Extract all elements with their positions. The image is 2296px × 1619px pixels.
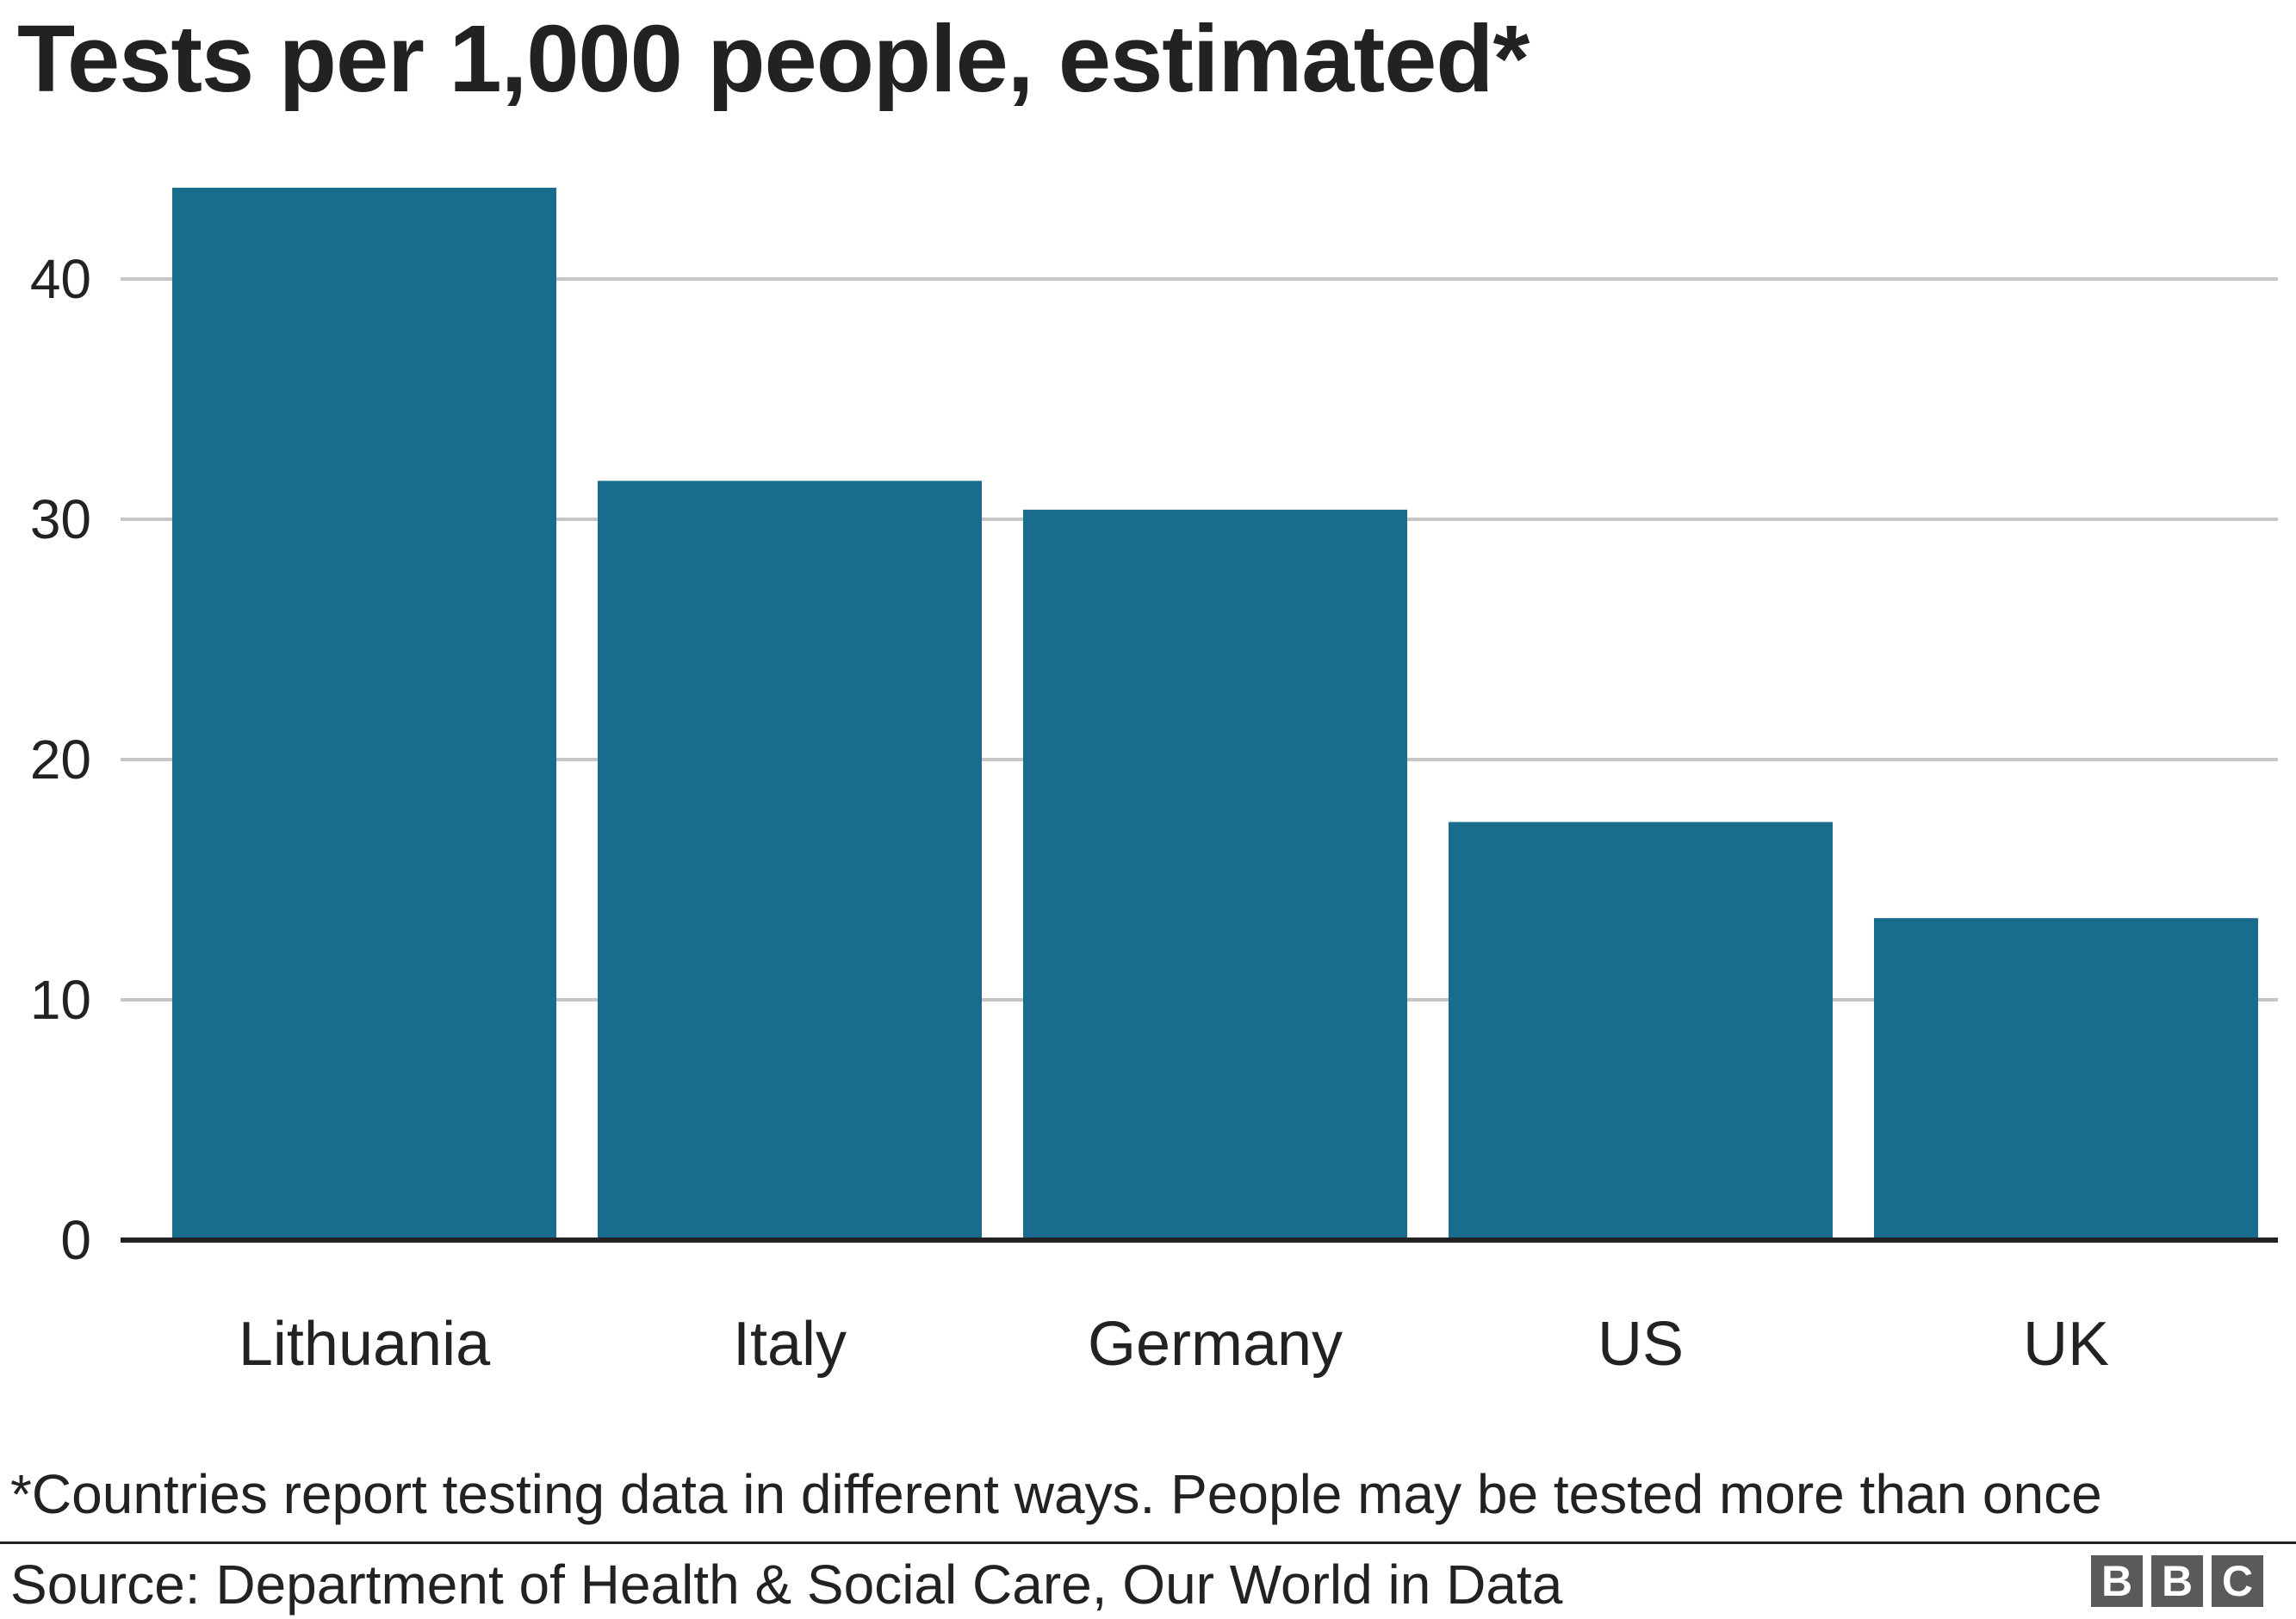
footnote: *Countries report testing data in differ… — [10, 1463, 2102, 1525]
chart-title: Tests per 1,000 people, estimated* — [17, 6, 1530, 112]
y-tick-label: 30 — [30, 488, 91, 550]
bar-germany — [1023, 509, 1407, 1240]
bar-uk — [1874, 918, 2258, 1240]
bbc-logo-letter: B — [2091, 1555, 2143, 1607]
bar-chart: 0 10 20 30 40 Lithuania Italy Germany US UK — [30, 187, 2278, 1379]
source-text: Source: Department of Health & Social Ca… — [10, 1554, 1563, 1616]
bar-italy — [598, 481, 982, 1240]
y-tick-label: 20 — [30, 729, 91, 791]
source-divider — [0, 1541, 2296, 1544]
x-category-label: US — [1598, 1310, 1684, 1379]
y-tick-label: 0 — [60, 1209, 91, 1271]
bar-lithuania — [172, 187, 556, 1241]
y-tick-label: 10 — [30, 969, 91, 1031]
bar-us — [1449, 822, 1833, 1240]
x-category-label: Germany — [1088, 1310, 1343, 1379]
x-category-label: Lithuania — [239, 1310, 491, 1379]
y-tick-label: 40 — [30, 248, 91, 310]
bbc-logo-letter: C — [2212, 1555, 2263, 1607]
bbc-logo: B B C — [2091, 1555, 2263, 1607]
x-category-label: Italy — [733, 1310, 847, 1379]
x-category-label: UK — [2023, 1310, 2109, 1379]
bbc-logo-letter: B — [2151, 1555, 2203, 1607]
